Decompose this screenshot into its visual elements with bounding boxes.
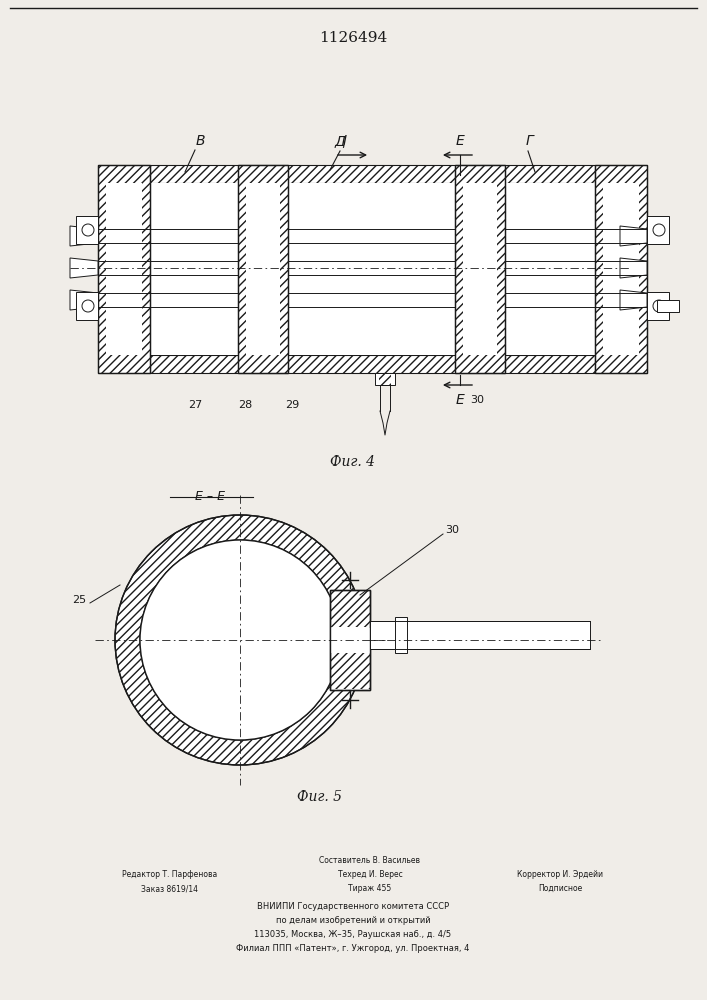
Bar <box>595 165 647 373</box>
Text: Филиал ППП «Патент», г. Ужгород, ул. Проектная, 4: Филиал ППП «Патент», г. Ужгород, ул. Про… <box>236 944 469 953</box>
Text: E – E: E – E <box>195 490 225 503</box>
Wedge shape <box>115 515 365 765</box>
Bar <box>379 373 391 385</box>
Text: I: I <box>343 134 347 148</box>
Text: 1126494: 1126494 <box>320 31 387 45</box>
Polygon shape <box>620 290 647 310</box>
Text: по делам изобретений и открытий: по делам изобретений и открытий <box>276 916 431 925</box>
Bar <box>330 590 370 690</box>
Text: ВНИИПИ Государственного комитета СССР: ВНИИПИ Государственного комитета СССР <box>257 902 449 911</box>
Bar <box>463 183 497 355</box>
Bar <box>246 183 280 355</box>
Bar <box>455 165 505 373</box>
Bar <box>467 333 493 355</box>
Text: Фиг. 5: Фиг. 5 <box>298 790 342 804</box>
Bar <box>76 216 98 244</box>
Bar <box>467 183 493 205</box>
Text: 30: 30 <box>445 525 459 535</box>
Text: Составитель В. Васильев: Составитель В. Васильев <box>320 856 421 865</box>
Text: Техред И. Верес: Техред И. Верес <box>338 870 402 879</box>
Bar <box>238 165 288 373</box>
Bar <box>238 165 288 373</box>
Text: E: E <box>455 134 464 148</box>
Bar <box>150 183 595 355</box>
Bar <box>395 617 407 653</box>
Bar <box>603 183 639 355</box>
Text: В: В <box>195 134 205 148</box>
Bar <box>330 590 370 690</box>
Bar <box>330 628 370 653</box>
Bar <box>76 292 98 320</box>
Polygon shape <box>620 226 647 246</box>
Bar <box>106 183 142 355</box>
Circle shape <box>140 540 340 740</box>
Circle shape <box>653 224 665 236</box>
Bar <box>370 621 590 649</box>
Bar <box>647 216 669 244</box>
Text: Заказ 8619/14: Заказ 8619/14 <box>141 884 199 893</box>
Bar <box>647 292 669 320</box>
Circle shape <box>82 224 94 236</box>
Polygon shape <box>70 226 98 246</box>
Polygon shape <box>620 258 647 278</box>
Bar <box>250 333 276 355</box>
Bar <box>98 165 150 373</box>
Text: Фиг. 4: Фиг. 4 <box>330 455 375 469</box>
Bar <box>455 165 505 373</box>
Text: Подписное: Подписное <box>538 884 582 893</box>
Bar <box>595 165 647 373</box>
Text: Г: Г <box>526 134 534 148</box>
Text: 25: 25 <box>72 595 86 605</box>
Text: 30: 30 <box>470 395 484 405</box>
Circle shape <box>653 300 665 312</box>
Circle shape <box>82 300 94 312</box>
Text: E: E <box>455 393 464 407</box>
Text: 29: 29 <box>285 400 299 410</box>
Bar <box>657 300 679 312</box>
Text: Редактор Т. Парфенова: Редактор Т. Парфенова <box>122 870 218 879</box>
Text: Д: Д <box>334 134 346 148</box>
Polygon shape <box>70 258 98 278</box>
Text: Тираж 455: Тираж 455 <box>349 884 392 893</box>
Text: 113035, Москва, Ж–35, Раушская наб., д. 4/5: 113035, Москва, Ж–35, Раушская наб., д. … <box>255 930 452 939</box>
Bar <box>150 355 595 373</box>
Polygon shape <box>70 290 98 310</box>
Bar <box>330 652 370 689</box>
Text: 28: 28 <box>238 400 252 410</box>
Bar <box>375 373 395 385</box>
Bar <box>250 183 276 205</box>
Bar <box>98 165 150 373</box>
Text: Корректор И. Эрдейи: Корректор И. Эрдейи <box>517 870 603 879</box>
Bar <box>150 165 595 183</box>
Bar <box>330 590 370 627</box>
Text: 27: 27 <box>188 400 202 410</box>
